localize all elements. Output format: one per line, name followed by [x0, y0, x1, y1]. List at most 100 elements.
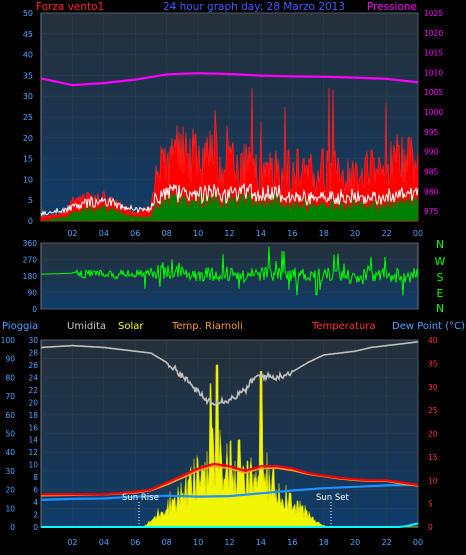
graph-title: 24 hour graph day: 28 Marzo 2013 [163, 1, 345, 13]
wind-direction-series [40, 246, 419, 296]
wind-pressure-plot [40, 72, 419, 222]
pressure-axis-tick-label: 985 [424, 167, 439, 176]
sunset-label: Sun Set [316, 493, 349, 503]
temperature-axis-tick-label: 0 [428, 523, 433, 532]
humidity-axis-tick-label: 80 [5, 373, 15, 382]
solar-axis-tick-label: 22 [28, 386, 38, 395]
solar-axis-tick-label: 24 [28, 373, 38, 382]
wind-average-line [40, 183, 419, 217]
x-axis-tick-label-top: 06 [130, 229, 140, 238]
pressure-axis-tick-label: 1010 [424, 68, 443, 77]
temp-humidity-plot [40, 341, 419, 528]
rain-series [41, 522, 419, 528]
legend-temperature: Temperatura [311, 321, 376, 332]
solar-axis-tick-label: 4 [33, 498, 38, 507]
legend-humidity: Umidita [67, 321, 106, 332]
humidity-axis-tick-label: 70 [5, 392, 15, 401]
x-axis-tick-label-top: 12 [224, 229, 234, 238]
solar-axis-tick-label: 30 [28, 336, 38, 345]
solar-axis-tick-label: 2 [33, 511, 38, 520]
wind-axis-tick-label: 5 [28, 196, 33, 205]
legend-dewpoint: Dew Point (°C) [392, 321, 465, 332]
x-axis-tick-label-top: 16 [287, 229, 297, 238]
pressure-axis-tick-label: 1025 [424, 9, 443, 18]
x-axis-tick-label-bottom: 22 [381, 538, 391, 547]
direction-axis-tick-label: 360 [23, 239, 38, 248]
legend-solar: Solar [118, 321, 144, 332]
temperature-series [41, 462, 419, 496]
wind-speed-label: Forza vento1 [36, 1, 104, 13]
x-axis-tick-label-top: 22 [381, 229, 391, 238]
wind-axis-tick-label: 30 [23, 92, 33, 101]
wind-axis-tick-label: 0 [28, 217, 33, 226]
x-axis-tick-label-bottom: 02 [67, 538, 77, 547]
wind-axis-tick-label: 20 [23, 134, 33, 143]
temperature-axis-tick-label: 10 [428, 476, 438, 485]
axes-labels: 0510152025303540455097598098599099510001… [1, 9, 444, 547]
x-axis-tick-label-top: 10 [193, 229, 203, 238]
x-axis-tick-label-top: 00 [413, 229, 423, 238]
compass-e: E [437, 287, 444, 300]
pressure-axis-tick-label: 995 [424, 128, 439, 137]
solar-axis-tick-label: 16 [28, 423, 38, 432]
compass-n-bottom: N [436, 302, 444, 315]
pressure-axis-tick-label: 1020 [424, 29, 443, 38]
temperature-axis-tick-label: 25 [428, 406, 438, 415]
solar-axis-tick-label: 18 [28, 411, 38, 420]
x-axis-tick-label-bottom: 06 [130, 538, 140, 547]
wind-axis-tick-label: 35 [23, 71, 33, 80]
pressure-axis-tick-label: 1015 [424, 49, 443, 58]
wind-average-series [41, 192, 418, 221]
temperature-axis-tick-label: 30 [428, 383, 438, 392]
x-axis-tick-label-top: 04 [99, 229, 109, 238]
x-axis-tick-label-bottom: 10 [193, 538, 203, 547]
x-axis-tick-label-bottom: 14 [256, 538, 266, 547]
pressure-label: Pressione [367, 1, 417, 13]
direction-axis-tick-label: 270 [23, 256, 38, 265]
x-axis-tick-label-bottom: 12 [224, 538, 234, 547]
compass-w: W [435, 255, 446, 268]
x-axis-tick-label-bottom: 18 [319, 538, 329, 547]
x-axis-tick-label-bottom: 04 [99, 538, 109, 547]
pressure-axis-tick-label: 1000 [424, 108, 443, 117]
humidity-axis-tick-label: 100 [1, 336, 16, 345]
wind-axis-tick-label: 25 [23, 113, 33, 122]
solar-axis-tick-label: 20 [28, 398, 38, 407]
x-axis-tick-label-top: 20 [350, 229, 360, 238]
legend-temp-riarnoli: Temp. Riarnoli [171, 321, 243, 332]
compass-n-top: N [436, 238, 444, 251]
x-axis-tick-label-top: 02 [67, 229, 77, 238]
x-axis-tick-label-top: 08 [162, 229, 172, 238]
temperature-axis-tick-label: 15 [428, 453, 438, 462]
temperature-axis-tick-label: 40 [428, 336, 438, 345]
solar-axis-tick-label: 26 [28, 361, 38, 370]
dewpoint-series [40, 483, 419, 501]
sunrise-label: Sun Rise [122, 493, 159, 503]
x-axis-tick-label-bottom: 08 [162, 538, 172, 547]
legend-rain: Pioggia [2, 321, 38, 332]
humidity-axis-tick-label: 60 [5, 411, 15, 420]
humidity-axis-tick-label: 20 [5, 486, 15, 495]
x-axis-tick-label-bottom: 20 [350, 538, 360, 547]
solar-axis-tick-label: 10 [28, 461, 38, 470]
solar-axis-tick-label: 8 [33, 473, 38, 482]
x-axis-tick-label-top: 14 [256, 229, 266, 238]
humidity-axis-tick-label: 90 [5, 355, 15, 364]
pressure-axis-tick-label: 990 [424, 148, 439, 157]
pressure-axis-tick-label: 975 [424, 207, 439, 216]
wind-direction-plot [40, 246, 419, 296]
solar-axis-tick-label: 12 [28, 448, 38, 457]
pressure-series [40, 72, 419, 87]
humidity-axis-tick-label: 40 [5, 448, 15, 457]
humidity-axis-tick-label: 0 [10, 523, 15, 532]
solar-axis-tick-label: 14 [28, 436, 38, 445]
humidity-axis-tick-label: 10 [5, 504, 15, 513]
wind-axis-tick-label: 10 [23, 175, 33, 184]
solar-axis-tick-label: 6 [33, 486, 38, 495]
temperature-axis-tick-label: 5 [428, 500, 433, 509]
humidity-axis-tick-label: 50 [5, 430, 15, 439]
solar-axis-tick-label: 28 [28, 348, 38, 357]
temperature-axis-tick-label: 35 [428, 359, 438, 368]
